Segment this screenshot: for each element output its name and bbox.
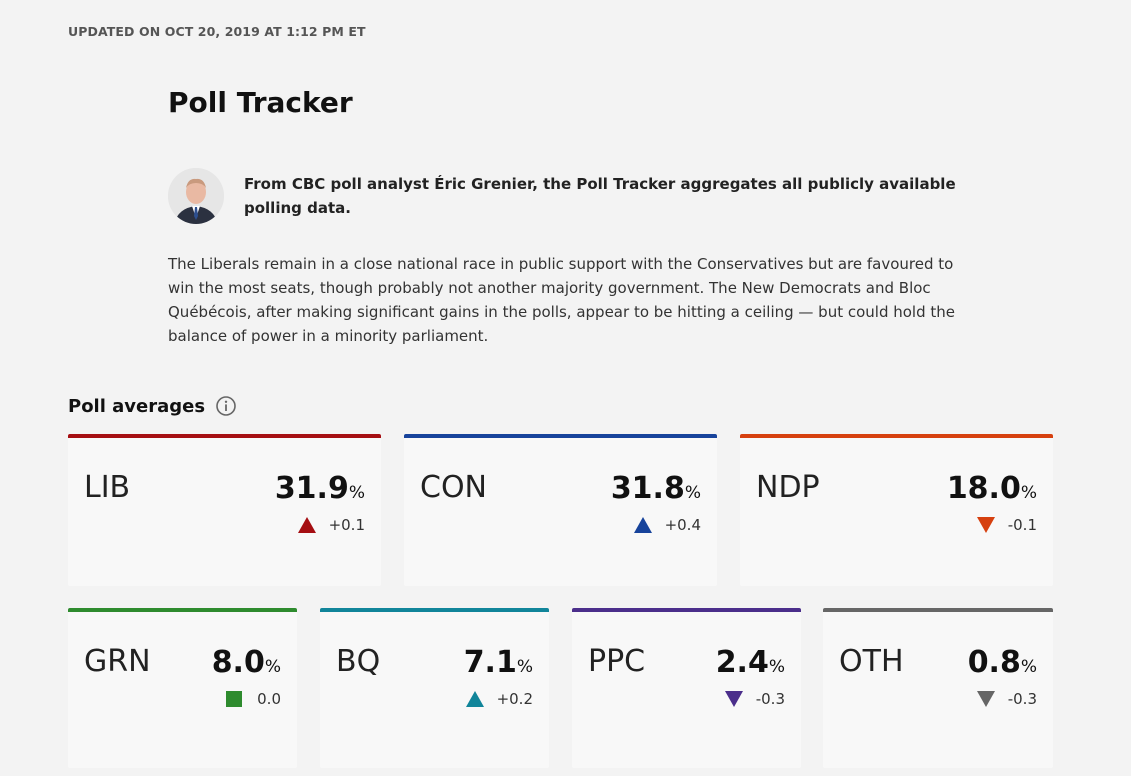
- percentage-value: 31.8: [610, 471, 685, 506]
- party-percentage: 7.1%: [464, 645, 533, 680]
- party-code: LIB: [84, 470, 131, 505]
- party-change: +0.4: [633, 516, 701, 534]
- change-value: -0.3: [755, 690, 785, 708]
- percentage-value: 7.1: [463, 645, 517, 680]
- party-percentage: 31.8%: [611, 471, 701, 506]
- party-change: 0.0: [225, 690, 281, 708]
- percentage-unit: %: [684, 483, 701, 503]
- author-avatar: [168, 168, 224, 224]
- poll-card-oth[interactable]: OTH 0.8% -0.3: [823, 608, 1053, 768]
- party-percentage: 8.0%: [212, 645, 281, 680]
- trend-up-icon: [633, 517, 652, 533]
- intro-paragraph: The Liberals remain in a close national …: [168, 255, 956, 345]
- percentage-value: 8.0: [211, 645, 265, 680]
- percentage-value: 0.8: [967, 645, 1021, 680]
- poll-averages-heading: Poll averages: [68, 395, 237, 417]
- change-value: +0.4: [664, 516, 701, 534]
- party-code: OTH: [839, 644, 904, 679]
- party-code: PPC: [588, 644, 646, 679]
- trend-down-icon: [976, 517, 995, 533]
- poll-card-ppc[interactable]: PPC 2.4% -0.3: [572, 608, 801, 768]
- author-blurb: From CBC poll analyst Éric Grenier, the …: [244, 175, 956, 217]
- party-change: -0.1: [976, 516, 1037, 534]
- change-value: -0.3: [1007, 690, 1037, 708]
- change-value: +0.2: [496, 690, 533, 708]
- party-percentage: 2.4%: [716, 645, 785, 680]
- trend-down-icon: [976, 691, 995, 707]
- percentage-unit: %: [1020, 657, 1037, 677]
- trend-up-icon: [297, 517, 316, 533]
- poll-card-ndp[interactable]: NDP 18.0% -0.1: [740, 434, 1053, 586]
- percentage-value: 2.4: [715, 645, 769, 680]
- poll-card-grn[interactable]: GRN 8.0% 0.0: [68, 608, 297, 768]
- percentage-value: 18.0: [946, 471, 1021, 506]
- poll-averages-title: Poll averages: [68, 395, 206, 417]
- percentage-unit: %: [264, 657, 281, 677]
- poll-card-bq[interactable]: BQ 7.1% +0.2: [320, 608, 549, 768]
- updated-timestamp: UPDATED ON OCT 20, 2019 AT 1:12 PM ET: [68, 24, 366, 39]
- trend-down-icon: [724, 691, 743, 707]
- party-change: +0.1: [297, 516, 365, 534]
- party-code: BQ: [336, 644, 381, 679]
- party-change: -0.3: [976, 690, 1037, 708]
- percentage-value: 31.9: [274, 471, 349, 506]
- party-code: NDP: [756, 470, 820, 505]
- page-title: Poll Tracker: [168, 86, 353, 119]
- party-code: CON: [420, 470, 488, 505]
- change-value: -0.1: [1007, 516, 1037, 534]
- poll-card-lib[interactable]: LIB 31.9% +0.1: [68, 434, 381, 586]
- poll-card-con[interactable]: CON 31.8% +0.4: [404, 434, 717, 586]
- party-percentage: 18.0%: [947, 471, 1037, 506]
- party-change: +0.2: [465, 690, 533, 708]
- change-value: +0.1: [328, 516, 365, 534]
- party-percentage: 31.9%: [275, 471, 365, 506]
- percentage-unit: %: [768, 657, 785, 677]
- info-icon[interactable]: [215, 395, 237, 417]
- party-percentage: 0.8%: [968, 645, 1037, 680]
- percentage-unit: %: [348, 483, 365, 503]
- party-change: -0.3: [724, 690, 785, 708]
- percentage-unit: %: [516, 657, 533, 677]
- trend-flat-icon: [226, 691, 243, 707]
- change-value: 0.0: [257, 690, 281, 708]
- trend-up-icon: [465, 691, 484, 707]
- percentage-unit: %: [1020, 483, 1037, 503]
- author-byline: From CBC poll analyst Éric Grenier, the …: [168, 168, 968, 224]
- party-code: GRN: [84, 644, 151, 679]
